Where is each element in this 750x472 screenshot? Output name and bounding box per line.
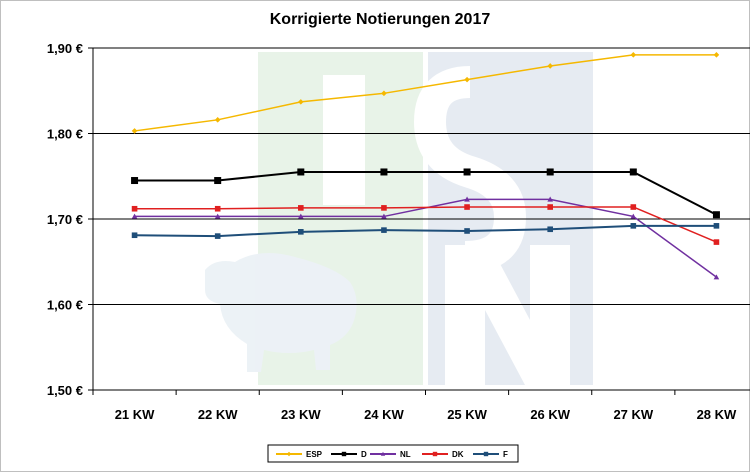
- data-point-dk: [214, 205, 221, 212]
- watermark-letter-n: [445, 245, 570, 385]
- data-point-esp: [464, 76, 470, 83]
- x-tick-label: 27 KW: [613, 407, 653, 422]
- series-line-esp: [134, 54, 717, 132]
- series-f: [131, 223, 720, 239]
- watermark-letter-i: [323, 75, 365, 205]
- y-tick-label: 1,90 €: [47, 41, 83, 56]
- data-point-nl: [131, 213, 138, 219]
- legend-marker: [341, 451, 347, 457]
- x-tick-label: 25 KW: [447, 407, 487, 422]
- data-point-d: [297, 168, 305, 176]
- data-point-d: [546, 168, 554, 176]
- data-point-nl: [298, 213, 304, 219]
- data-point-nl: [547, 196, 553, 202]
- y-tick-label: 1,70 €: [47, 212, 83, 227]
- series-dk: [131, 204, 720, 245]
- legend-marker: [286, 451, 292, 457]
- series: [131, 52, 720, 280]
- series-esp: [131, 52, 720, 134]
- legend-marker: [483, 451, 489, 457]
- legend-item-f: F: [473, 450, 508, 459]
- data-point-nl: [630, 213, 637, 219]
- axes: [88, 47, 750, 395]
- data-point-esp: [298, 99, 304, 105]
- data-point-d: [712, 211, 720, 219]
- series-line-dk: [134, 206, 717, 243]
- data-point-dk: [630, 204, 637, 210]
- data-point-dk: [547, 204, 553, 210]
- legend-item-d: D: [331, 450, 367, 459]
- data-point-f: [464, 228, 470, 234]
- legend-label: F: [503, 450, 508, 459]
- legend-label: NL: [400, 450, 411, 459]
- legend-label: D: [361, 450, 367, 459]
- data-point-f: [713, 223, 720, 229]
- data-point-f: [214, 233, 221, 239]
- data-point-nl: [381, 213, 387, 219]
- x-tick-label: 26 KW: [530, 407, 570, 422]
- data-point-d: [629, 168, 637, 176]
- series-line-f: [134, 224, 717, 238]
- data-point-d: [131, 177, 139, 185]
- legend-label: ESP: [306, 450, 323, 459]
- x-tick-label: 24 KW: [364, 407, 404, 422]
- data-point-esp: [381, 90, 387, 97]
- legend-item-nl: NL: [370, 450, 411, 459]
- data-point-nl: [214, 213, 221, 219]
- legend-marker: [432, 451, 438, 457]
- y-tick-labels: 1,50 € 1,60 € 1,70 € 1,80 € 1,90 €: [47, 41, 83, 398]
- data-point-f: [381, 227, 387, 233]
- data-point-f: [298, 229, 304, 235]
- data-point-dk: [298, 205, 304, 211]
- data-point-nl: [464, 196, 470, 202]
- data-point-esp: [131, 128, 138, 134]
- data-point-f: [630, 223, 637, 229]
- legend: ESP D NL DK F: [267, 444, 519, 463]
- x-tick-label: 22 KW: [198, 407, 238, 422]
- gridlines: [93, 47, 750, 305]
- data-point-f: [547, 226, 553, 233]
- legend-marker: [380, 451, 386, 456]
- data-point-d: [380, 168, 388, 176]
- data-point-dk: [464, 204, 470, 210]
- chart-title: Korrigierte Notierungen 2017: [270, 11, 491, 28]
- y-tick-label: 1,50 €: [47, 383, 83, 398]
- data-point-f: [131, 232, 138, 239]
- y-tick-label: 1,80 €: [47, 127, 83, 142]
- data-point-esp: [713, 52, 720, 58]
- data-point-d: [463, 168, 471, 176]
- data-point-esp: [214, 117, 221, 123]
- legend-item-esp: ESP: [276, 450, 323, 459]
- watermark-pig: [205, 253, 357, 372]
- x-tick-label: 23 KW: [281, 407, 321, 422]
- data-point-d: [214, 177, 222, 185]
- legend-label: DK: [452, 450, 464, 459]
- data-point-esp: [547, 63, 553, 69]
- series-line-d: [134, 170, 717, 216]
- data-point-nl: [713, 274, 720, 280]
- x-tick-label: 21 KW: [115, 407, 155, 422]
- data-point-esp: [630, 52, 637, 58]
- y-tick-label: 1,60 €: [47, 298, 83, 313]
- x-tick-labels: 21 KW 22 KW 23 KW 24 KW 25 KW 26 KW 27 KW 28 KW: [115, 407, 737, 422]
- series-d: [131, 168, 720, 219]
- data-point-dk: [381, 205, 387, 211]
- x-tick-label: 28 KW: [697, 407, 737, 422]
- data-point-dk: [713, 239, 720, 245]
- legend-item-dk: DK: [422, 450, 464, 459]
- data-point-dk: [131, 205, 138, 212]
